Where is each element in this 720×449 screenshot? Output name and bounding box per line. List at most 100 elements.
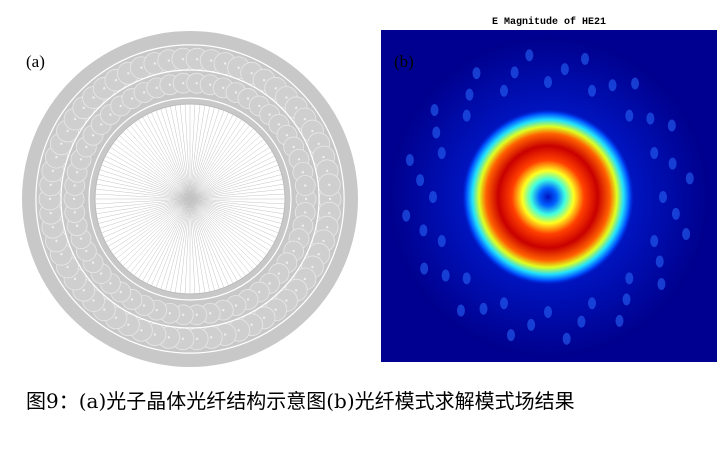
field-spot [562, 332, 571, 345]
hole-dot [195, 337, 199, 341]
mesh-line [189, 198, 242, 279]
hole-dot [195, 313, 198, 317]
field-spot [667, 119, 676, 132]
mesh-line [189, 198, 210, 292]
hole-dot [304, 211, 307, 214]
mesh-line [95, 198, 191, 205]
hole-dot [85, 145, 88, 149]
hole-dot [140, 329, 143, 332]
mesh-line [130, 198, 191, 273]
field-spot [668, 157, 677, 170]
mesh-line [189, 107, 215, 200]
mesh-line [119, 198, 191, 263]
hole-dot [155, 308, 158, 312]
hole-dot [127, 323, 130, 326]
field-spot [437, 146, 446, 159]
mesh-line [101, 164, 191, 200]
hole-dot [103, 308, 106, 311]
hole-dot [182, 313, 185, 317]
field-spot [456, 304, 465, 317]
mesh-line [174, 105, 191, 200]
mesh-line [189, 125, 250, 200]
mesh-line [189, 198, 250, 273]
hole-dot [73, 211, 76, 214]
mesh-line [189, 198, 215, 291]
mesh-line [95, 198, 191, 210]
field-spot [510, 66, 519, 79]
hole-dot [311, 265, 314, 269]
mesh-line [103, 198, 191, 238]
hole-dot [301, 224, 305, 227]
hole-dot [92, 96, 95, 99]
mesh-line [160, 108, 191, 200]
mode-field [381, 30, 717, 362]
hole-dot [51, 169, 55, 173]
hole-dot [168, 312, 172, 315]
mesh-line [189, 198, 206, 293]
hole-dot [209, 59, 213, 62]
hole-dot [72, 197, 76, 201]
hole-dot [167, 59, 171, 62]
mesh-line [101, 198, 191, 234]
mesh-line [133, 198, 191, 277]
hole-dot [119, 104, 122, 108]
mesh-line [105, 155, 191, 200]
mesh-line [122, 198, 191, 267]
hole-dot [99, 123, 103, 126]
field-spot [416, 174, 425, 187]
mesh-line [151, 198, 191, 286]
hole-dot [167, 336, 171, 339]
mesh-line [97, 179, 191, 200]
hole-dot [328, 183, 331, 187]
hole-dot [295, 106, 298, 110]
hole-dot [49, 183, 52, 187]
mesh-line [98, 174, 191, 200]
hole-dot [168, 83, 172, 86]
hole-dot [223, 62, 227, 65]
hole-dot [325, 225, 329, 229]
panel-label: (b) [394, 52, 414, 71]
field-spot [685, 172, 694, 185]
field-spot [499, 297, 508, 310]
hole-dot [295, 288, 298, 292]
mesh-line [189, 121, 247, 200]
field-spot [405, 153, 414, 166]
mesh-line [126, 128, 191, 200]
hole-dot [223, 333, 227, 336]
field-spot [625, 272, 634, 285]
mesh-line [155, 110, 191, 200]
hole-dot [258, 104, 261, 108]
hole-dot [99, 272, 103, 275]
mesh-line [189, 160, 277, 200]
hole-dot [181, 337, 185, 341]
mesh-line [189, 106, 210, 200]
field-spot [437, 235, 446, 248]
mesh-line [179, 198, 191, 294]
field-spot [441, 269, 450, 282]
mesh-line [189, 198, 279, 234]
mesh-line [99, 169, 191, 200]
field-spot [655, 255, 664, 268]
mesh-line [98, 198, 191, 224]
field-spot [402, 209, 411, 222]
hole-dot [250, 323, 253, 326]
mode-ring [462, 109, 634, 285]
mesh-line [189, 198, 220, 290]
hole-dot [285, 261, 289, 264]
hole-dot [274, 308, 277, 311]
field-spot [608, 79, 617, 92]
mesh-line [142, 198, 191, 282]
hole-dot [209, 336, 213, 339]
hole-dot [140, 66, 143, 69]
field-spot [646, 112, 655, 125]
hole-dot [222, 308, 225, 312]
mesh-line [189, 198, 225, 288]
field-spot [429, 191, 437, 203]
hole-dot [274, 87, 277, 90]
mesh-line [189, 183, 284, 200]
hole-dot [114, 316, 118, 320]
mesh-line [189, 188, 285, 200]
hole-dot [49, 211, 52, 215]
hole-dot [311, 129, 314, 133]
mesh-line [96, 198, 191, 215]
